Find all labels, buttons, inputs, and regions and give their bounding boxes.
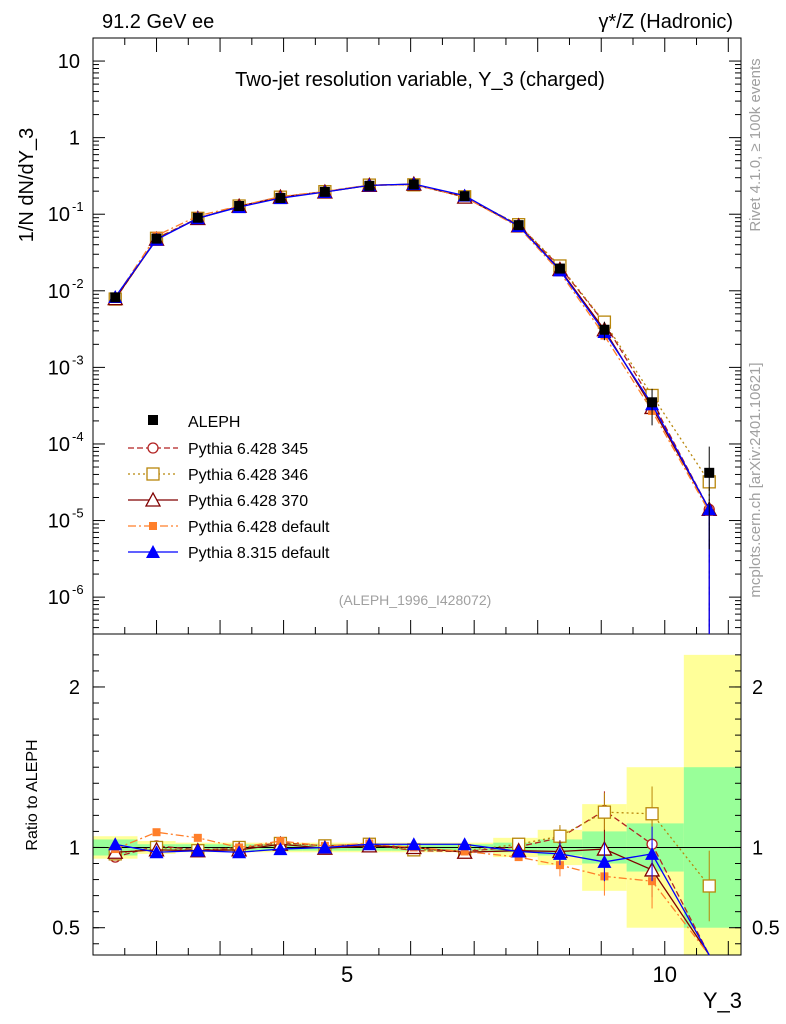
ratio-point-s1-12 [645,807,659,821]
ratio-point-s4-10 [552,846,567,860]
ratio-point-s4-9 [511,844,526,858]
ref-point-3 [234,201,245,212]
y-tick-label-4: 10 [48,281,70,303]
ref-point-8 [459,191,470,202]
ratio-point-s4-5 [317,840,332,854]
ref-point-12 [647,397,658,408]
legend-marker-4 [146,545,160,558]
ratio-point-s4-3 [232,845,247,859]
legend-entry-p346: Pythia 6.428 346 [188,467,308,484]
ratio-tick-label-right-0: 0.5 [752,918,780,940]
ratio-point-s4-0 [108,837,123,851]
y-tick-exponent-5: -1 [72,199,84,214]
ref-point-11 [599,324,610,335]
ref-point-7 [408,179,419,190]
y-tick-exponent-3: -3 [72,352,84,367]
legend-entry-p6def: Pythia 6.428 default [188,519,330,536]
ratio-bands [93,654,741,955]
y-tick-label-7: 10 [58,51,80,73]
legend-label-p346: Pythia 6.428 346 [188,467,308,484]
ratio-y-axis-label: Ratio to ALEPH [24,739,41,850]
legend: ALEPH Pythia 6.428 345 Pythia 6.428 346 … [128,414,330,562]
legend-entry-p370: Pythia 6.428 370 [188,493,308,510]
ratio-point-s4-12 [645,846,660,860]
y-tick-label-5: 10 [48,204,70,226]
legend-label-p6-default: Pythia 6.428 default [188,519,330,536]
ref-point-9 [513,220,524,231]
ratio-frame [92,633,742,956]
y-tick-label-3: 10 [48,357,70,379]
ratio-point-s1-13 [702,879,716,893]
ratio-tick-label-right-1: 1 [752,837,763,859]
legend-marker-2 [144,491,162,507]
mcplots-label: mcplots.cern.ch [arXiv:2401.10621] [747,362,764,597]
main-series-line-0 [114,184,710,634]
legend-label-aleph: ALEPH [188,414,240,431]
legend-entry-aleph: ALEPH [148,414,240,431]
main-series-line-4 [114,183,710,634]
legend-label-p345: Pythia 6.428 345 [188,441,308,458]
chart-title: Two-jet resolution variable, Y_3 (charge… [235,69,605,91]
x-tick-label-1: 10 [653,962,677,987]
main-series-line-2 [114,183,710,634]
ratio-point-s4-11 [597,854,612,868]
analysis-id: (ALEPH_1996_I428072) [339,592,492,608]
y-tick-label-0: 10 [48,587,70,609]
y-tick-exponent-0: -6 [72,582,84,597]
y-axis-label: 1/N dN/dY_3 [16,128,38,243]
ratio-point-s4-1 [149,845,164,859]
y-tick-exponent-4: -2 [72,276,84,291]
legend-marker-0 [147,442,159,454]
process-label: γ*/Z (Hadronic) [599,11,733,33]
ratio-point-s4-7 [406,837,421,851]
ratio-series-line-4 [115,843,710,956]
ratio-point-s3-4 [276,837,285,846]
ref-point-2 [192,212,203,223]
ref-point-10 [554,263,565,274]
legend-entry-p345: Pythia 6.428 345 [188,441,308,458]
ratio-tick-label-0: 0.5 [52,918,80,940]
legend-marker-1 [146,467,160,481]
ratio-point-s3-8 [460,847,469,856]
ref-point-1 [151,233,162,244]
x-tick-label-0: 5 [341,962,353,987]
ratio-point-s4-2 [190,843,205,857]
y-tick-exponent-1: -5 [72,506,84,521]
ratio-point-s1-11 [597,805,612,819]
main-series-line-1 [114,184,710,634]
main-series-line-3 [114,183,710,634]
ratio-point-s3-1 [152,828,161,837]
legend-marker-aleph [148,415,158,425]
ratio-tick-label-2: 2 [69,677,80,699]
y-tick-exponent-2: -4 [72,429,84,444]
y-tick-label-2: 10 [48,434,70,456]
main-series [107,175,718,634]
ratio-point-s4-4 [273,842,288,856]
rivet-label: Rivet 4.1.0, ≥ 100k events [747,58,764,231]
ref-point-13 [704,467,715,478]
energy-label: 91.2 GeV ee [102,11,214,33]
ratio-series [107,786,716,956]
ratio-point-s3-2 [193,833,202,842]
ref-point-6 [364,180,375,191]
ref-point-5 [319,186,330,197]
ratio-tick-label-1: 1 [69,837,80,859]
ratio-point-s4-8 [457,837,472,851]
y-tick-label-6: 1 [69,128,80,150]
legend-label-p370: Pythia 6.428 370 [188,493,308,510]
x-axis-label: Y_3 [703,988,742,1013]
legend-entry-p8def: Pythia 8.315 default [188,545,330,562]
ref-point-4 [275,192,286,203]
ref-point-0 [110,292,121,303]
ratio-point-s4-6 [362,837,377,851]
y-tick-label-1: 10 [48,511,70,533]
legend-label-p8-default: Pythia 8.315 default [188,545,330,562]
legend-marker-3 [149,522,157,530]
ratio-tick-label-right-2: 2 [752,677,763,699]
